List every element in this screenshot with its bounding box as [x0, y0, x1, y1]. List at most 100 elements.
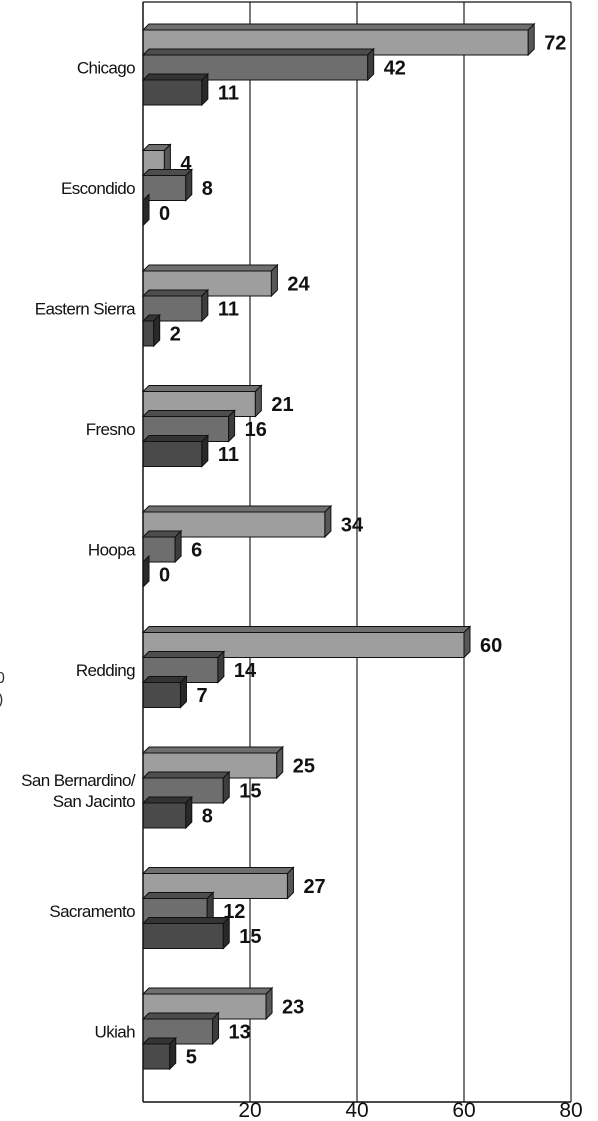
bar-side-9-3	[169, 1036, 177, 1071]
bar-top-4-3	[141, 435, 210, 442]
bar-side-4-3	[201, 434, 209, 468]
bar-top-1-3	[141, 73, 210, 81]
bar-top-3-1	[141, 264, 279, 272]
bar-top-5-1	[141, 505, 333, 513]
category-label-2: Escondido	[61, 179, 135, 198]
value-label-9-1: 23	[282, 997, 304, 1019]
bar-side-6-2	[217, 650, 225, 684]
value-label-2-3: 0	[159, 203, 170, 225]
bar-side-3-2	[201, 288, 209, 323]
value-label-1-2: 42	[384, 58, 406, 80]
bar-4-3	[142, 441, 203, 467]
category-label-9: Ukiah	[95, 1023, 136, 1042]
bar-7-3	[142, 802, 187, 829]
category-label-3: Eastern Sierra	[35, 300, 136, 319]
edge-fragment-2: )	[0, 691, 3, 708]
bar-top-3-2	[141, 289, 210, 297]
bar-side-7-1	[276, 745, 284, 780]
value-label-4-3: 11	[218, 444, 239, 466]
value-label-7-1: 25	[293, 756, 315, 778]
bar-top-9-2	[141, 1012, 220, 1020]
value-label-3-2: 11	[218, 299, 239, 321]
bar-top-9-1	[141, 987, 274, 995]
bar-side-8-1	[286, 866, 294, 900]
value-label-8-1: 27	[303, 876, 325, 898]
bar-6-3	[142, 682, 181, 708]
x-tick-label-20: 20	[238, 1099, 261, 1121]
bar-side-6-1	[463, 625, 471, 659]
value-label-8-3: 15	[239, 926, 261, 948]
bar-top-8-2	[141, 892, 215, 899]
bar-9-3	[142, 1043, 171, 1070]
category-label-5: Hoopa	[88, 541, 136, 560]
bar-top-1-1	[141, 23, 536, 31]
bar-top-7-2	[141, 771, 231, 779]
bar-side-7-3	[185, 795, 193, 830]
value-label-6-1: 60	[480, 635, 502, 657]
bar-side-2-3	[142, 193, 150, 227]
gridlines	[249, 2, 572, 1102]
value-label-9-3: 5	[186, 1047, 197, 1069]
value-label-7-3: 8	[202, 806, 213, 828]
bar-side-1-2	[367, 47, 375, 82]
bar-side-8-3	[222, 916, 230, 950]
bar-side-9-2	[212, 1011, 220, 1046]
bar-side-3-1	[270, 263, 278, 298]
value-label-2-2: 8	[202, 178, 213, 200]
bar-side-5-1	[324, 504, 332, 539]
category-label-4: Fresno	[86, 420, 135, 439]
bar-side-7-2	[222, 770, 230, 805]
bar-top-1-2	[141, 48, 375, 56]
category-label-7: San Bernardino/San Jacinto	[21, 771, 136, 811]
bar-top-4-2	[141, 410, 236, 417]
value-label-1-1: 72	[544, 33, 566, 55]
value-label-5-3: 0	[159, 565, 170, 587]
value-label-6-3: 7	[196, 685, 207, 707]
x-tick-label-60: 60	[452, 1099, 475, 1121]
bar-top-6-1	[141, 626, 472, 633]
value-label-6-2: 14	[234, 660, 257, 682]
value-label-3-3: 2	[170, 324, 181, 346]
value-label-1-3: 11	[218, 83, 239, 105]
bar-3-3	[142, 320, 155, 347]
bar-1-3	[142, 79, 203, 106]
bars	[141, 22, 536, 1071]
bar-top-6-3	[141, 676, 188, 683]
bar-side-6-3	[179, 675, 187, 709]
bar-side-3-3	[153, 313, 161, 348]
value-label-7-2: 15	[239, 781, 261, 803]
x-tick-label-40: 40	[345, 1099, 368, 1121]
bar-side-4-2	[228, 409, 236, 443]
axes: 20 40 60 80	[142, 1, 583, 1121]
bar-side-5-2	[174, 529, 182, 564]
value-label-8-2: 12	[223, 901, 245, 923]
bar-side-1-1	[527, 22, 535, 57]
value-label-4-2: 16	[245, 419, 267, 441]
bar-top-7-1	[141, 746, 284, 754]
value-label-5-2: 6	[191, 540, 202, 562]
bar-top-6-2	[141, 651, 226, 658]
bar-1-2	[142, 54, 369, 81]
value-label-5-1: 34	[341, 515, 364, 537]
value-label-9-2: 13	[229, 1022, 251, 1044]
x-tick-label-80: 80	[559, 1099, 582, 1121]
bar-top-8-1	[141, 867, 295, 874]
value-label-2-1: 4	[180, 153, 192, 175]
bar-top-4-1	[141, 385, 263, 392]
category-label-1: Chicago	[77, 59, 135, 78]
bar-8-3	[142, 923, 224, 949]
bar-side-4-1	[254, 384, 262, 418]
category-label-8: Sacramento	[49, 902, 135, 921]
bar-side-9-1	[265, 986, 273, 1021]
category-label-6: Redding	[76, 661, 135, 680]
value-label-3-1: 24	[287, 274, 310, 296]
bar-top-7-3	[141, 796, 194, 804]
bar-side-5-3	[142, 554, 150, 589]
bar-side-1-3	[201, 72, 209, 107]
bar-side-2-2	[185, 168, 193, 202]
edge-fragment-1: 0	[0, 670, 5, 687]
bar-top-8-3	[141, 917, 231, 924]
value-label-4-1: 21	[271, 394, 293, 416]
